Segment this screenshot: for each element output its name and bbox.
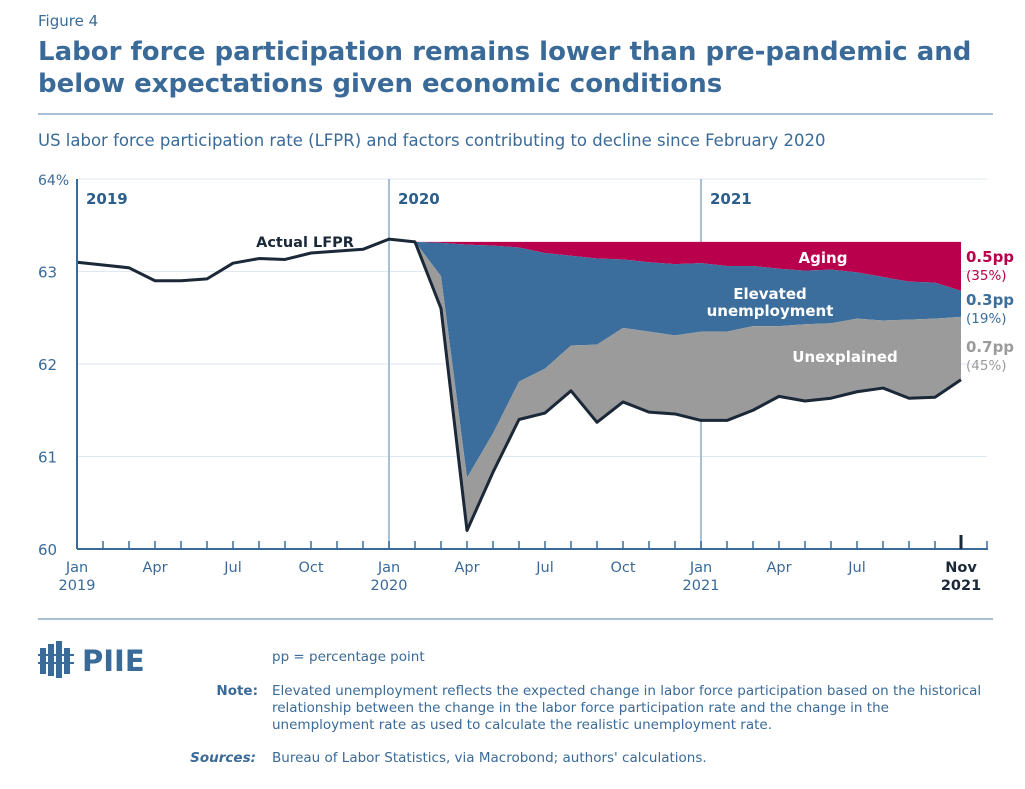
x-tick-label: Apr	[454, 560, 479, 576]
x-tick-label: Jan	[65, 560, 88, 576]
series-value-3: 0.7pp	[966, 338, 1014, 356]
x-tick-label: Nov	[945, 560, 977, 576]
y-tick-label: 62	[38, 356, 57, 374]
x-tick-label: Jul	[847, 560, 866, 576]
x-tick-label: Jul	[535, 560, 554, 576]
pp-definition: pp = percentage point	[272, 649, 425, 665]
y-tick-label: 63	[38, 264, 57, 282]
piie-logo: PIIE	[38, 638, 148, 682]
note-text: Elevated unemployment reflects the expec…	[272, 683, 982, 733]
sources-label: Sources:	[190, 750, 256, 766]
sources-text: Bureau of Labor Statistics, via Macrobon…	[272, 750, 707, 766]
actual-lfpr-line	[76, 237, 962, 532]
chart-subtitle: US labor force participation rate (LFPR)…	[38, 131, 826, 150]
x-tick-year: 2021	[941, 578, 981, 594]
x-tick-label: Jan	[689, 560, 712, 576]
x-tick-label: Jul	[223, 560, 242, 576]
series-share-2: (19%)	[966, 311, 1007, 327]
note-label: Note:	[216, 683, 258, 699]
y-tick-label: 61	[38, 449, 57, 467]
year-label: 2019	[86, 190, 128, 208]
x-tick-year: 2021	[683, 578, 720, 594]
divider	[38, 618, 993, 620]
y-tick-label: 60	[38, 541, 57, 559]
x-tick-label: Oct	[610, 560, 635, 576]
elevated-unemployment-area	[415, 241, 961, 478]
series-value-1: 0.5pp	[966, 248, 1014, 266]
x-tick-year: 2020	[371, 578, 408, 594]
aging-label: Aging	[799, 249, 848, 267]
y-tick-label: 64%	[38, 173, 69, 189]
chart-title: Labor force participation remains lower …	[38, 37, 972, 99]
x-tick-label: Apr	[766, 560, 791, 576]
x-tick-label: Oct	[298, 560, 323, 576]
figure-label: Figure 4	[38, 12, 99, 30]
elevated-label-line2: unemployment	[707, 302, 834, 320]
chart: 60 61 62 63 64% Jan 2019 Apr Jul Oct Jan 2020 Apr Jul…	[38, 173, 1014, 594]
logo-text: PIIE	[82, 644, 145, 678]
x-tick-label: Jan	[377, 560, 400, 576]
year-label: 2020	[398, 190, 440, 208]
year-label: 2021	[710, 190, 752, 208]
elevated-label-line1: Elevated	[733, 285, 807, 303]
series-share-1: (35%)	[966, 268, 1007, 284]
aging-area	[415, 241, 961, 291]
series-value-2: 0.3pp	[966, 291, 1014, 309]
series-share-3: (45%)	[966, 358, 1007, 374]
x-tick-label: Apr	[142, 560, 167, 576]
unexplained-area	[415, 241, 961, 531]
x-tick-year: 2019	[59, 578, 96, 594]
divider	[38, 113, 993, 115]
unexplained-label: Unexplained	[792, 348, 897, 366]
actual-lfpr-label: Actual LFPR	[256, 235, 354, 251]
